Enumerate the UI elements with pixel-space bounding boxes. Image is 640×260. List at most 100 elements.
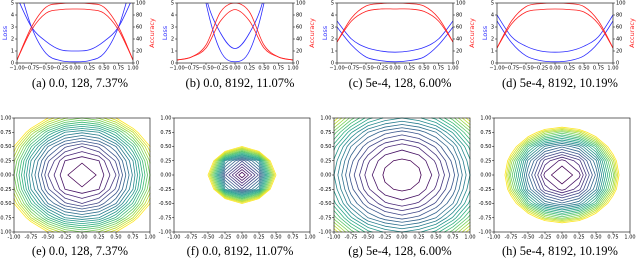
contour-line [531,149,593,201]
y-tick-label: -0.75 [319,215,332,221]
plot-frame [336,2,454,64]
x-tick-label: −0.25 [53,66,68,72]
x-tick-label: -0.25 [59,235,72,241]
y-tick-label: 0.50 [480,144,491,150]
x-tick-label: -0.75 [505,235,518,241]
contour-line [225,160,259,190]
x-tick-label: 0.50 [270,235,281,241]
y-tick-label: 5 [171,1,174,7]
contour-line [228,163,256,187]
contour-line [333,117,471,233]
contour-line [537,154,587,196]
y-tick-label: -0.50 [159,201,172,207]
contour-line [341,124,463,226]
y-tick-label: 0.25 [0,158,11,164]
y-axis-label: Loss [161,25,169,40]
y2-tick-label: 100 [296,1,306,7]
x-tick-label: −0.50 [518,66,533,72]
plot-frame [496,2,614,64]
y-tick-label: 0.25 [160,158,171,164]
x-tick-label: 0.75 [113,66,124,72]
y-tick-label: 1.00 [160,116,171,122]
y-tick-label: 3 [11,25,14,31]
x-tick-label: -0.50 [42,235,55,241]
caption: (a) 0.0, 128, 7.37% [32,76,128,90]
y-tick-label: 0.25 [480,158,491,164]
x-tick-label: −0.50 [198,66,213,72]
y-tick-label: -0.25 [479,187,492,193]
x-tick-label: 0.00 [396,235,407,241]
x-tick-label: -0.25 [219,235,232,241]
contour-line [534,151,590,199]
y-tick-label: -0.25 [159,187,172,193]
series-line [497,3,613,49]
x-tick-label: −1.00 [9,66,24,72]
x-tick-label: 0.00 [69,66,80,72]
series-line [177,9,293,61]
contour-line [519,139,605,211]
series-line [337,20,453,53]
x-tick-label: 1.00 [287,66,298,72]
contour-line [26,128,138,222]
y-tick-label: 0.25 [320,158,331,164]
y-tick-label: 5 [11,1,14,7]
contour-line [371,149,433,201]
y2-tick-label: 40 [456,37,462,43]
series-line [497,8,613,49]
y-tick-label: 3 [331,25,334,31]
y-tick-label: -0.75 [159,215,172,221]
y2-tick-label: 0 [456,61,459,67]
x-tick-label: −0.25 [213,66,228,72]
contour-line [23,125,141,225]
x-tick-label: 0.50 [430,235,441,241]
y-tick-label: 0 [11,61,14,67]
caption: (h) 5e-4, 8192, 10.19% [502,244,618,258]
x-tick-label: 0.25 [404,66,415,72]
contour-line [508,130,616,220]
contour-line [13,117,151,233]
contour-line [333,117,471,233]
contour-line [34,135,130,215]
contour-line [47,146,117,204]
contour-line [382,158,422,192]
x-tick-label: −0.50 [38,66,53,72]
x-tick-label: 0.75 [273,66,284,72]
x-tick-label: −0.25 [373,66,388,72]
series-line [337,26,453,63]
contour-line [333,117,471,233]
caption: (g) 5e-4, 128, 6.00% [348,244,451,258]
contour-line [44,143,120,207]
contour-line [550,165,574,185]
y-tick-label: 4 [171,13,174,19]
y2-tick-label: 40 [296,37,302,43]
x-tick-label: 0.50 [110,235,121,241]
y-tick-label: -0.75 [479,215,492,221]
y-tick-label: -0.50 [319,201,332,207]
contour-line [511,132,613,218]
contour-line [517,137,607,213]
x-tick-label: −1.00 [329,66,344,72]
x-tick-label: −0.75 [504,66,519,72]
contour-line [523,143,601,207]
y-tick-label: -0.75 [0,215,12,221]
caption: (e) 0.0, 128, 7.37% [32,244,128,258]
y-tick-label: -1.00 [479,230,492,236]
contour-line [214,151,270,199]
series-line [17,3,133,61]
y-tick-label: -1.00 [319,230,332,236]
caption: (f) 0.0, 8192, 11.07% [187,244,294,258]
caption: (b) 0.0, 8192, 11.07% [186,76,295,90]
y2-tick-label: 0 [136,61,139,67]
series-line [205,3,265,63]
x-tick-label: 1.00 [624,235,635,241]
x-tick-label: 0.00 [229,66,240,72]
x-tick-label: 1.00 [144,235,155,241]
y-tick-label: 1 [171,49,174,55]
y2-tick-label: 80 [456,13,462,19]
x-tick-label: 0.50 [418,66,429,72]
x-tick-label: −0.75 [184,66,199,72]
contour-line [231,166,253,184]
contour-line [515,136,609,214]
y-tick-label: 0.50 [160,144,171,150]
